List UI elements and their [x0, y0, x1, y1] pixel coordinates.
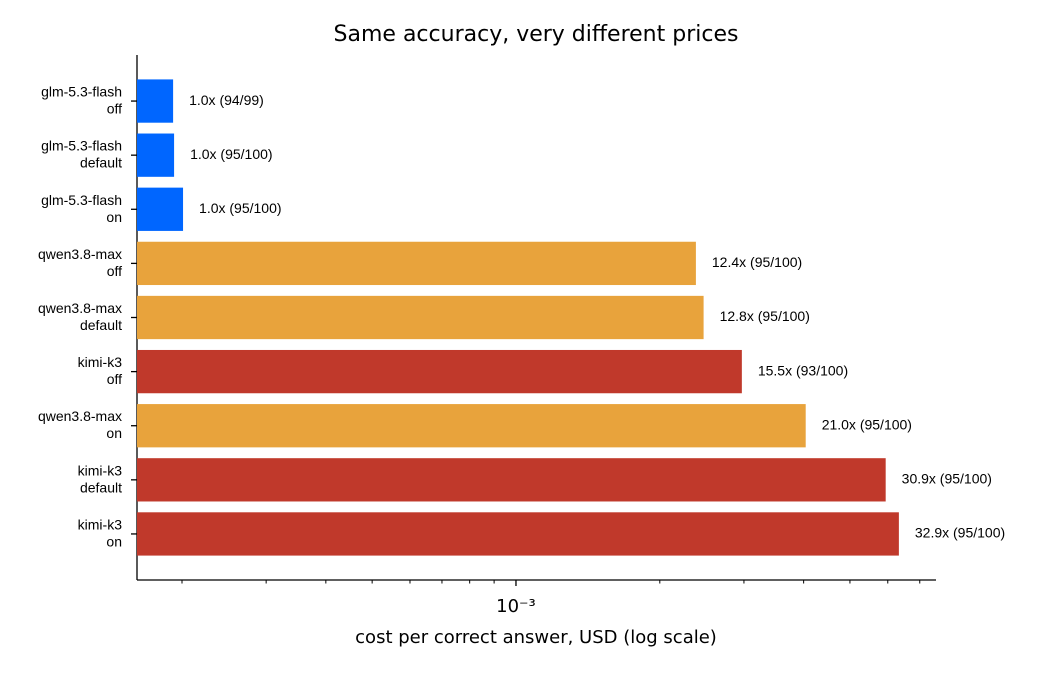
y-tick-label-line: on [106, 425, 122, 441]
y-tick-label-line: glm-5.3-flash [41, 137, 122, 153]
bar [137, 512, 899, 556]
y-tick-label: kimi-k3 on [78, 516, 123, 549]
bar [137, 241, 696, 286]
y-tick-label-line: glm-5.3-flash [41, 83, 122, 99]
y-tick-label: glm-5.3-flash default [41, 137, 122, 170]
y-tick-label: qwen3.8-max default [38, 300, 122, 333]
y-tick-label: glm-5.3-flash off [41, 83, 122, 116]
y-tick-label: qwen3.8-max on [38, 408, 122, 441]
y-tick-label-line: default [80, 317, 122, 333]
y-tick-label-line: kimi-k3 [78, 462, 123, 478]
bar [137, 133, 175, 177]
y-tick-label-line: qwen3.8-max [38, 300, 122, 316]
value-label: 12.4x (95/100) [712, 254, 802, 270]
bar [137, 404, 806, 448]
value-label: 30.9x (95/100) [902, 471, 992, 487]
y-tick-label-line: glm-5.3-flash [41, 191, 122, 207]
y-tick-label-line: on [106, 533, 122, 549]
value-label: 15.5x (93/100) [758, 362, 848, 378]
y-tick-label-line: kimi-k3 [78, 354, 123, 370]
bar [137, 458, 886, 502]
y-tick-label-line: off [107, 263, 122, 279]
y-tick-label: glm-5.3-flash on [41, 191, 122, 224]
x-axis-label: cost per correct answer, USD (log scale) [355, 627, 717, 648]
bar [137, 79, 174, 123]
value-label: 12.8x (95/100) [720, 308, 810, 324]
y-tick-label: kimi-k3 off [78, 354, 123, 387]
y-tick-label-line: qwen3.8-max [38, 246, 122, 262]
y-tick-label-line: qwen3.8-max [38, 408, 122, 424]
bar [137, 349, 742, 394]
y-tick-label-line: default [80, 154, 122, 170]
y-tick-label-line: kimi-k3 [78, 516, 123, 532]
value-label: 32.9x (95/100) [915, 525, 1005, 541]
bar [137, 187, 184, 231]
y-tick-label: kimi-k3 default [78, 462, 123, 495]
y-tick-label-line: on [106, 208, 122, 224]
y-tick-label: qwen3.8-max off [38, 246, 122, 279]
value-label: 1.0x (95/100) [199, 200, 281, 216]
x-tick-label: 10⁻³ [496, 596, 536, 617]
value-label: 1.0x (95/100) [190, 146, 273, 162]
value-label: 1.0x (94/99) [189, 92, 264, 108]
y-tick-label-line: off [107, 371, 122, 387]
y-tick-label-line: off [107, 100, 122, 116]
bar [137, 295, 704, 340]
chart-title: Same accuracy, very different prices [334, 22, 739, 47]
value-label: 21.0x (95/100) [822, 416, 912, 432]
y-tick-label-line: default [80, 479, 122, 495]
